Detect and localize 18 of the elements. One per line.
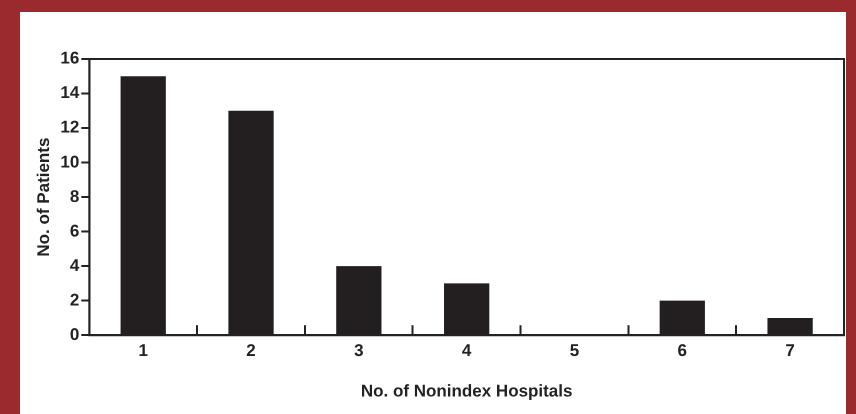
y-tick-label: 2 <box>70 290 80 310</box>
y-tick-label: 6 <box>70 221 80 240</box>
y-tick-label: 0 <box>70 324 80 344</box>
x-tick-label: 4 <box>462 341 472 360</box>
x-tick-label: 6 <box>678 341 688 360</box>
y-tick-label: 4 <box>70 256 80 275</box>
y-tick-label: 12 <box>60 118 80 137</box>
y-tick-label: 14 <box>60 83 80 102</box>
y-tick-label: 8 <box>70 186 80 206</box>
x-tick-label: 7 <box>785 341 795 360</box>
x-tick-label: 3 <box>354 341 364 360</box>
y-tick-label: 16 <box>60 48 80 68</box>
x-tick-label: 2 <box>246 341 256 360</box>
y-axis-title: No. of Patients <box>34 138 53 257</box>
y-tick-label: 10 <box>60 152 80 172</box>
x-axis-title: No. of Nonindex Hospitals <box>360 381 572 400</box>
x-tick-label: 1 <box>138 341 148 360</box>
x-tick-label: 5 <box>570 341 580 360</box>
